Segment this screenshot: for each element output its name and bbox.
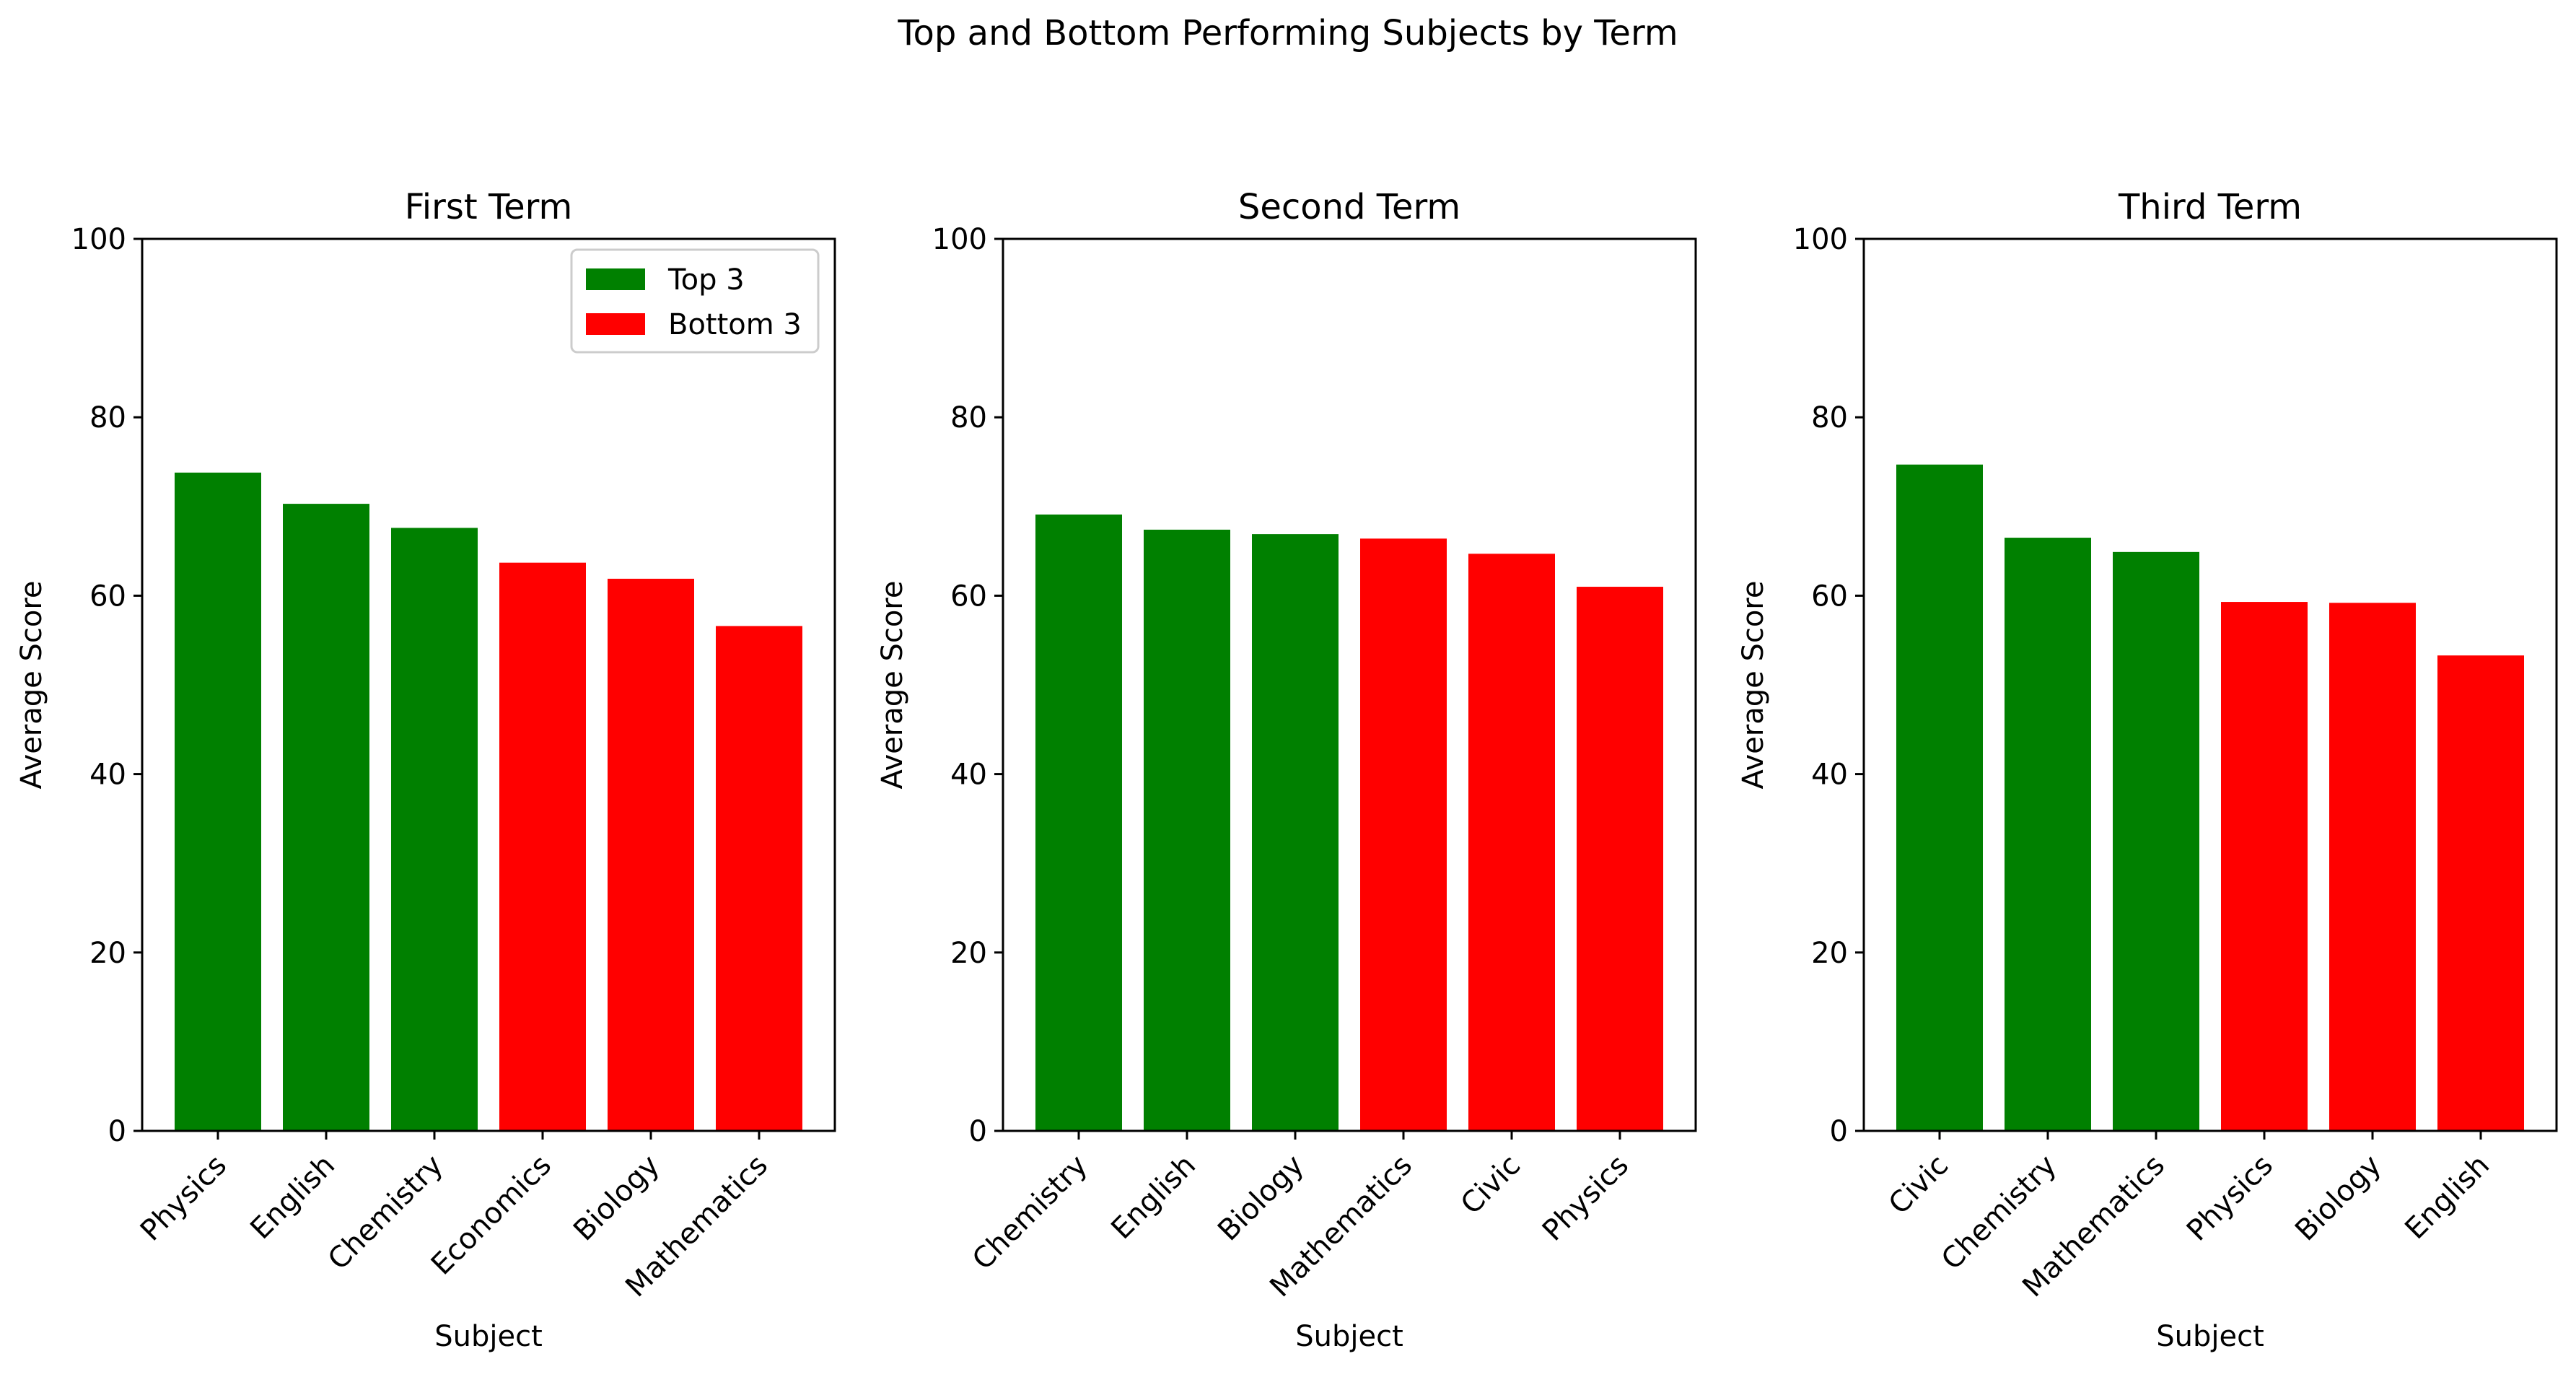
plot-frame <box>1862 237 2558 1132</box>
y-tick-label: 60 <box>1811 580 1848 613</box>
bar-biology <box>608 578 694 1131</box>
bar-mathematics <box>716 626 802 1131</box>
x-axis-label: Subject <box>434 1320 543 1353</box>
y-tick-label: 20 <box>89 937 126 970</box>
y-axis-label: Average Score <box>15 580 48 789</box>
figure-title: Top and Bottom Performing Subjects by Te… <box>897 13 1678 53</box>
y-tick-label: 80 <box>1811 401 1848 434</box>
bar-physics <box>1577 587 1663 1131</box>
bar-physics <box>2221 602 2308 1131</box>
y-tick-label: 80 <box>950 401 987 434</box>
y-tick-label: 100 <box>932 223 987 256</box>
bar-economics <box>499 562 586 1131</box>
y-tick-label: 40 <box>950 759 987 792</box>
bar-mathematics <box>2113 551 2199 1131</box>
x-tick-label: Biology <box>1212 1149 1310 1248</box>
panel-title: Second Term <box>1238 187 1460 227</box>
legend-swatch-bottom <box>586 313 645 335</box>
x-tick-label: Biology <box>567 1149 666 1248</box>
bar-physics <box>175 472 261 1131</box>
legend-swatch-top <box>586 268 645 290</box>
y-tick-label: 20 <box>1811 937 1848 970</box>
bar-chemistry <box>1035 514 1122 1131</box>
y-tick-label: 40 <box>89 759 126 792</box>
bar-english <box>283 504 369 1131</box>
x-tick-label: English <box>244 1149 341 1246</box>
bar-chemistry <box>2005 538 2091 1131</box>
y-tick-label: 100 <box>1793 223 1848 256</box>
bar-civic <box>1896 464 1983 1131</box>
x-axis-label: Subject <box>1295 1320 1403 1353</box>
y-tick-label: 40 <box>1811 759 1848 792</box>
x-tick-label: Physics <box>134 1149 233 1248</box>
plot-frame <box>1002 237 1697 1132</box>
x-tick-label: Physics <box>1536 1149 1635 1248</box>
x-tick-label: Civic <box>1883 1149 1955 1221</box>
y-tick-label: 0 <box>108 1115 126 1148</box>
y-tick-label: 0 <box>969 1115 987 1148</box>
legend-label-top: Top 3 <box>667 263 745 297</box>
y-axis-label: Average Score <box>1737 580 1770 789</box>
x-axis-label: Subject <box>2156 1320 2264 1353</box>
legend-label-bottom: Bottom 3 <box>668 308 802 341</box>
y-tick-label: 0 <box>1830 1115 1848 1148</box>
bar-biology <box>2329 603 2416 1131</box>
y-axis-label: Average Score <box>876 580 909 789</box>
x-tick-label: Chemistry <box>966 1149 1094 1277</box>
panel-title: Third Term <box>2118 187 2302 227</box>
bar-biology <box>1252 534 1339 1131</box>
x-tick-label: English <box>2398 1149 2496 1246</box>
x-tick-label: Biology <box>2289 1149 2388 1248</box>
y-tick-label: 60 <box>950 580 987 613</box>
y-tick-label: 60 <box>89 580 126 613</box>
bar-mathematics <box>1360 538 1447 1131</box>
y-tick-label: 100 <box>71 223 126 256</box>
bar-english <box>2437 655 2524 1131</box>
plot-frame <box>141 237 836 1132</box>
y-tick-label: 20 <box>950 937 987 970</box>
y-tick-label: 80 <box>89 401 126 434</box>
x-tick-label: Civic <box>1455 1149 1527 1221</box>
x-tick-label: English <box>1105 1149 1202 1246</box>
bar-chemistry <box>391 528 478 1131</box>
bar-civic <box>1468 554 1555 1131</box>
x-tick-label: Physics <box>2181 1149 2279 1248</box>
panel-title: First Term <box>405 187 573 227</box>
bar-english <box>1144 529 1230 1131</box>
